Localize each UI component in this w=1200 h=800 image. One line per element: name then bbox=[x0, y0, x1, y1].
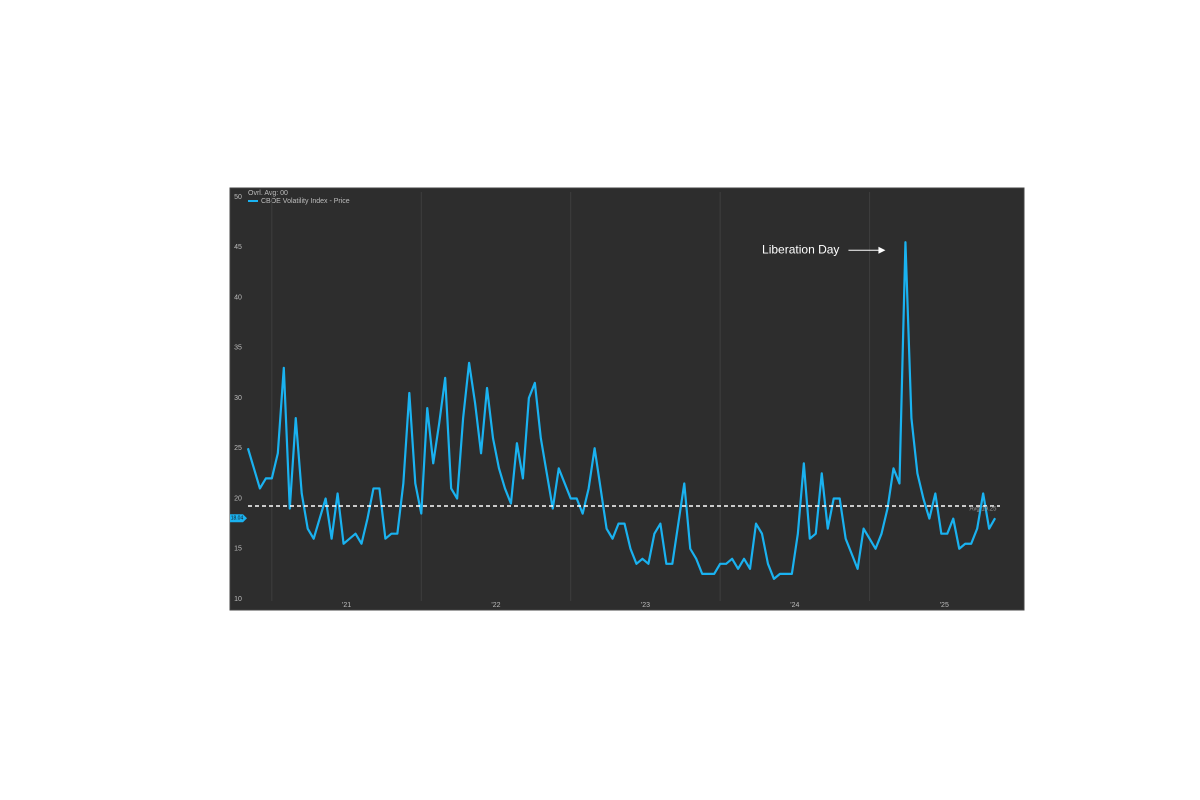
annotation-arrowhead bbox=[878, 246, 886, 254]
x-tick-label: '25 bbox=[940, 602, 949, 609]
y-tick-label: 45 bbox=[234, 244, 242, 251]
x-tick-label: '21 bbox=[342, 602, 351, 609]
chart-frame bbox=[229, 187, 1025, 611]
y-tick-label: 15 bbox=[234, 546, 242, 553]
y-tick-label: 10 bbox=[234, 596, 242, 603]
y-tick-label: 20 bbox=[234, 495, 242, 502]
x-tick-label: '23 bbox=[641, 602, 650, 609]
average-label: Avg 19.25 bbox=[970, 507, 998, 513]
y-tick-label: 40 bbox=[234, 294, 242, 301]
legend-label: CBOE Volatility Index - Price bbox=[261, 198, 350, 205]
y-tick-label: 30 bbox=[234, 395, 242, 402]
y-tick-label: 50 bbox=[234, 194, 242, 201]
y-tick-label: 25 bbox=[234, 445, 242, 452]
x-tick-label: '22 bbox=[491, 602, 500, 609]
legend-title: Ovrl. Avg: 00 bbox=[248, 190, 288, 197]
annotation-label: Liberation Day bbox=[762, 242, 839, 256]
y-tick-label: 35 bbox=[234, 345, 242, 352]
plot: 10 15 20 25 30 35 40 45 50 '21 '22 '23 '24 '25 18.04 Av… bbox=[230, 192, 1000, 609]
x-tick-label: '24 bbox=[790, 602, 799, 609]
series-line bbox=[246, 241, 997, 580]
last-value-tag bbox=[230, 514, 247, 523]
last-value-label: 18.04 bbox=[231, 516, 244, 522]
